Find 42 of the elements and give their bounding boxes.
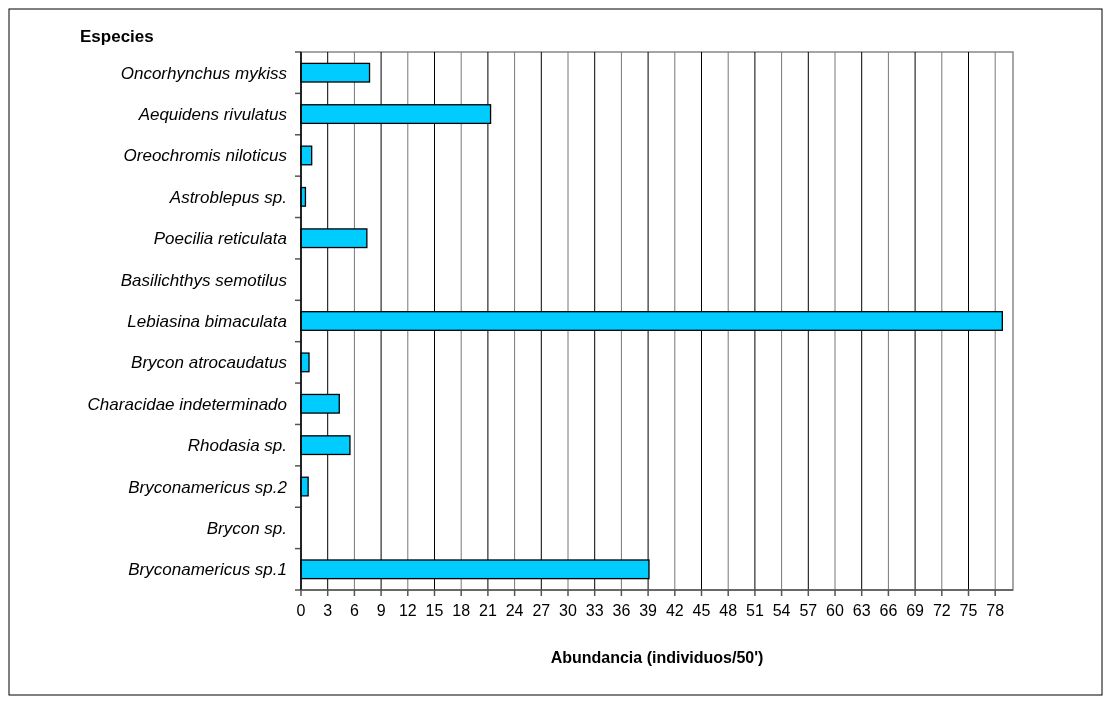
x-tick-label: 6 [349, 602, 359, 619]
x-tick-label: 48 [719, 602, 738, 619]
y-tick-label: Basilichthys semotilus [120, 270, 288, 290]
x-tick-label: 33 [585, 602, 604, 619]
y-tick-label: Characidae indeterminado [87, 394, 287, 414]
x-tick-label: 63 [852, 602, 871, 619]
y-tick-label: Poecilia reticulata [153, 229, 287, 249]
x-tick-label: 3 [323, 602, 333, 619]
x-tick-label: 15 [425, 602, 444, 619]
x-tick-label: 0 [296, 602, 306, 619]
x-tick-label: 66 [879, 602, 898, 619]
y-tick-label: Oreochromis niloticus [123, 146, 288, 166]
x-tick-label: 69 [906, 602, 925, 619]
x-tick-label: 54 [772, 602, 791, 619]
x-tick-label: 57 [799, 602, 818, 619]
x-tick-label: 27 [532, 602, 551, 619]
x-tick-label: 18 [452, 602, 471, 619]
y-tick-label: Bryconamericus sp.1 [128, 560, 287, 580]
x-tick-label: 12 [398, 602, 417, 619]
x-tick-label: 39 [639, 602, 658, 619]
y-tick-label: Aequidens rivulatus [137, 105, 288, 125]
x-tick-label: 42 [665, 602, 684, 619]
y-tick-label: Brycon atrocaudatus [131, 353, 288, 373]
y-tick-label: Astroblepus sp. [168, 187, 287, 207]
x-tick-label: 9 [376, 602, 386, 619]
x-tick-label: 21 [479, 602, 497, 619]
x-tick-label: 51 [746, 602, 764, 619]
x-tick-label: 72 [932, 602, 951, 619]
x-tick-label: 24 [505, 602, 524, 619]
x-tick-label: 60 [826, 602, 844, 619]
y-tick-label: Brycon sp. [206, 518, 287, 538]
y-tick-label: Rhodasia sp. [187, 436, 287, 456]
y-tick-label: Lebiasina bimaculata [127, 312, 287, 331]
x-tick-label: 75 [959, 602, 978, 619]
x-axis-title: Abundancia (individuos/50') [550, 649, 764, 666]
text: Especies [80, 27, 154, 46]
y-tick-label: Oncorhynchus mykiss [120, 63, 288, 83]
y-tick-label: Bryconamericus sp.2 [128, 477, 288, 497]
x-tick-label: 78 [986, 602, 1005, 619]
x-tick-label: 30 [559, 602, 577, 619]
x-tick-label: 45 [692, 602, 711, 619]
x-tick-label: 36 [612, 602, 631, 619]
